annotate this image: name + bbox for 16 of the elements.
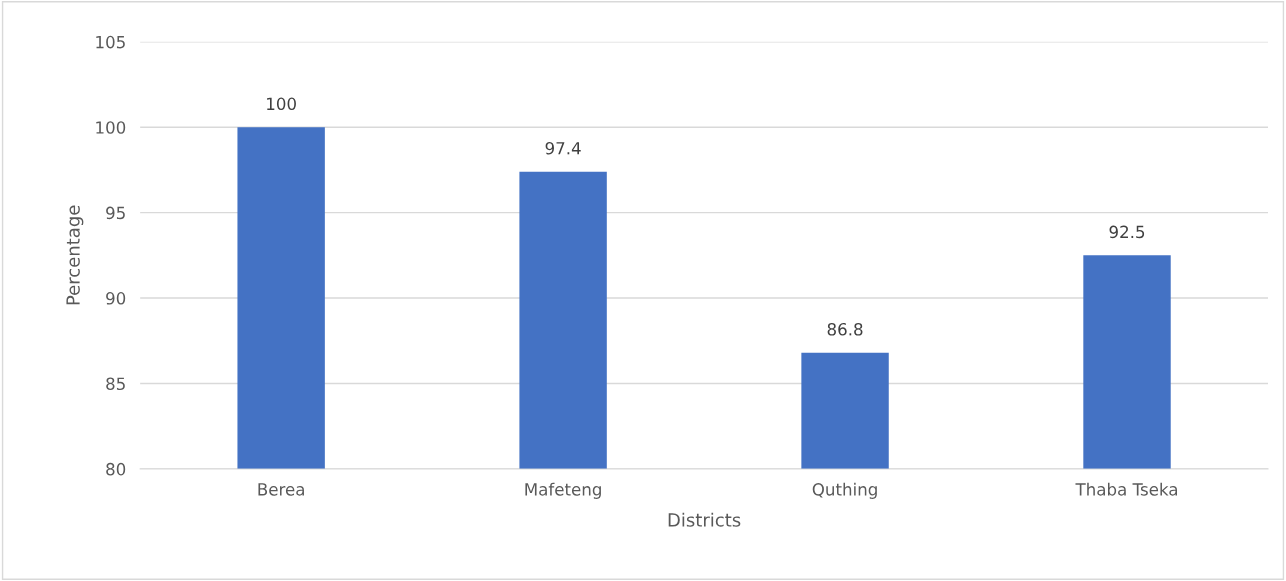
- y-axis-title: Percentage: [66, 205, 84, 305]
- y-tick-label: 80: [106, 462, 126, 476]
- data-label: 97.4: [545, 141, 581, 155]
- x-tick-label: Thaba Tseka: [1075, 482, 1177, 496]
- y-tick-label: 90: [106, 292, 126, 305]
- x-tick-label: Quthing: [812, 482, 877, 499]
- y-tick-label: 95: [106, 206, 125, 220]
- x-axis-title: Districts: [668, 512, 741, 527]
- data-label: 100: [267, 97, 296, 111]
- x-tick-label: Mafeteng: [525, 482, 601, 499]
- data-label: 92.5: [1109, 225, 1145, 239]
- y-tick-label: 105: [96, 35, 125, 49]
- x-tick-label: Berea: [258, 483, 304, 496]
- y-tick-label: 85: [106, 377, 125, 391]
- data-label: 86.8: [827, 322, 863, 336]
- y-tick-label: 100: [96, 121, 126, 134]
